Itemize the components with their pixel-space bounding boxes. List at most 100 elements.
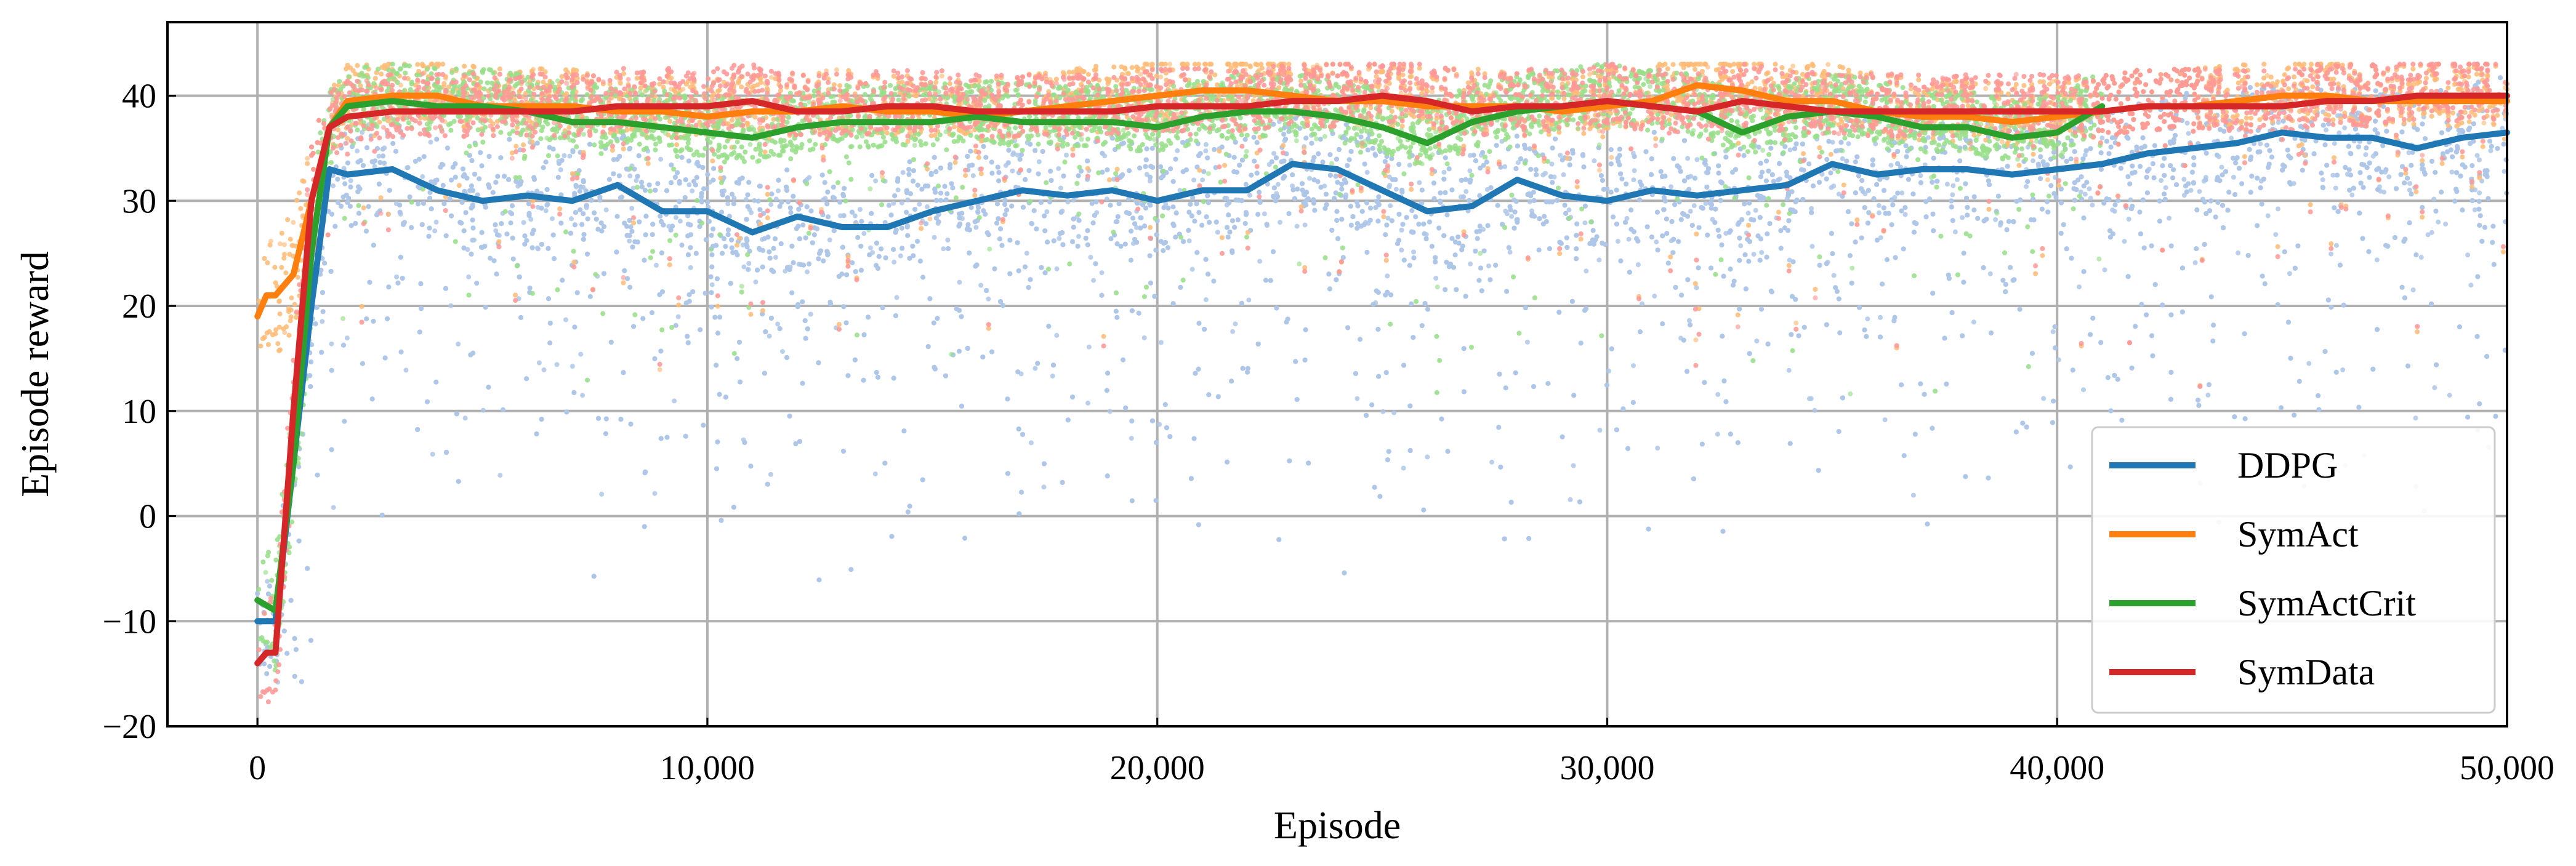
raw-point [434, 220, 439, 225]
raw-point [2128, 198, 2133, 202]
raw-point [1394, 187, 1399, 192]
raw-point [892, 260, 896, 265]
raw-point [2468, 283, 2473, 287]
raw-point [1988, 271, 1993, 276]
raw-point [767, 334, 772, 339]
raw-point [1911, 493, 1916, 498]
raw-point [2450, 170, 2455, 175]
raw-point [1399, 247, 1404, 252]
raw-point [1203, 148, 1208, 153]
raw-point [1955, 177, 1960, 182]
raw-point [1754, 339, 1759, 343]
raw-point [1387, 185, 1391, 190]
raw-point [2127, 217, 2131, 222]
raw-point [265, 579, 270, 584]
raw-point [725, 201, 730, 206]
raw-point [1598, 428, 1603, 433]
raw-point [1832, 273, 1837, 278]
raw-point [1200, 177, 1205, 182]
raw-point [1652, 294, 1657, 299]
raw-point [604, 207, 609, 212]
raw-point [1918, 173, 1923, 178]
raw-point [2103, 268, 2107, 273]
raw-point [1467, 169, 1472, 174]
raw-point [690, 188, 694, 193]
raw-point [1636, 262, 1641, 267]
raw-point [1276, 182, 1281, 187]
raw-point [978, 283, 983, 288]
raw-point [1584, 268, 1588, 273]
raw-point [1029, 440, 1034, 445]
raw-point [1950, 192, 1955, 197]
raw-point [1055, 267, 1060, 271]
raw-point [2056, 358, 2061, 363]
raw-point [674, 215, 678, 220]
raw-point [1606, 369, 1611, 374]
raw-point [2429, 230, 2434, 235]
raw-point [348, 178, 353, 183]
raw-point [1380, 409, 1385, 414]
raw-point [432, 228, 437, 233]
raw-point [2431, 197, 2436, 202]
raw-point [1091, 278, 1096, 283]
raw-point [1945, 182, 1950, 186]
raw-point [329, 342, 334, 347]
raw-point [2031, 158, 2035, 163]
raw-point [2419, 255, 2424, 260]
raw-point [2349, 193, 2354, 198]
raw-point [2489, 148, 2493, 153]
raw-point [1071, 198, 1076, 202]
raw-point [1425, 454, 1430, 459]
raw-point [2320, 177, 2325, 182]
raw-point [2386, 174, 2391, 179]
raw-point [2024, 184, 2029, 189]
raw-point [1810, 244, 1815, 249]
raw-point [2465, 252, 2470, 257]
raw-point [808, 312, 813, 317]
raw-point [1401, 466, 1406, 471]
raw-point [2306, 361, 2311, 366]
raw-point [2205, 393, 2210, 398]
raw-point [1489, 460, 1494, 465]
raw-point [1037, 159, 1042, 164]
raw-point [1687, 318, 1692, 323]
raw-point [1993, 217, 1998, 222]
raw-point [1627, 237, 1632, 242]
raw-point [570, 364, 575, 369]
raw-point [1011, 150, 1016, 155]
raw-point [1753, 208, 1758, 213]
raw-point [753, 279, 758, 284]
raw-point [1215, 230, 1220, 235]
raw-point [2231, 175, 2236, 180]
raw-point [345, 335, 350, 340]
raw-point [901, 170, 906, 175]
raw-point [873, 471, 878, 476]
raw-point [1738, 243, 1743, 248]
raw-point [1391, 411, 1396, 415]
raw-point [868, 246, 873, 251]
raw-point [1877, 210, 1882, 215]
raw-point [1058, 186, 1063, 191]
raw-point [896, 188, 901, 193]
raw-point [1889, 163, 1894, 168]
raw-point [895, 295, 900, 300]
raw-point [2276, 206, 2280, 211]
raw-point [672, 398, 677, 403]
raw-point [558, 167, 563, 172]
raw-point [1631, 177, 1636, 182]
raw-point [2328, 252, 2333, 257]
raw-point [1694, 157, 1699, 162]
raw-point [2051, 329, 2056, 334]
raw-point [1951, 183, 1956, 188]
raw-point [2163, 185, 2168, 190]
raw-point [945, 238, 950, 243]
raw-point [521, 220, 526, 225]
raw-point [821, 198, 826, 202]
raw-point [746, 261, 751, 266]
raw-point [1407, 162, 1412, 167]
raw-point [563, 318, 568, 323]
raw-point [653, 491, 658, 496]
raw-point [1056, 166, 1061, 171]
raw-point [1442, 170, 1447, 175]
raw-point [780, 349, 785, 354]
